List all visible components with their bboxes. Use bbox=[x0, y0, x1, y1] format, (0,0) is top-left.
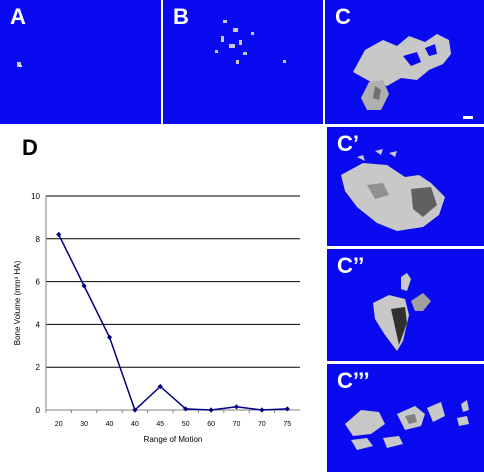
y-tick-label: 2 bbox=[36, 363, 41, 372]
x-tick-label: 45 bbox=[156, 421, 164, 428]
data-point bbox=[208, 407, 214, 413]
x-axis-title: Range of Motion bbox=[144, 435, 203, 444]
y-axis-title: Bone Volume (mm³ HA) bbox=[13, 260, 22, 345]
data-point bbox=[56, 231, 62, 238]
x-tick-label: 70 bbox=[258, 421, 266, 428]
data-point bbox=[132, 407, 138, 413]
data-point bbox=[81, 283, 87, 289]
y-tick-label: 4 bbox=[36, 320, 41, 329]
panel-c2-microct: C’’ bbox=[327, 249, 484, 361]
bone-volume-chart: 0 2 4 6 8 10 20 30 40 40 45 50 60 70 70 75 Range of Moti… bbox=[13, 192, 300, 444]
panel-a-label: A bbox=[10, 4, 26, 29]
y-tick-label: 0 bbox=[36, 406, 41, 415]
x-tick-label: 40 bbox=[131, 421, 139, 428]
panel-d-label: D bbox=[22, 135, 38, 160]
data-point bbox=[233, 404, 240, 410]
panel-c3-specimen bbox=[345, 400, 469, 450]
data-point bbox=[284, 406, 290, 412]
y-tick-label: 8 bbox=[36, 235, 41, 244]
x-tick-label: 75 bbox=[283, 421, 291, 428]
panel-c-label: C bbox=[335, 4, 351, 29]
data-point bbox=[259, 407, 265, 413]
x-tick-label: 70 bbox=[233, 421, 241, 428]
panel-a-microct: A bbox=[0, 0, 161, 124]
panel-c-microct: C bbox=[325, 0, 484, 124]
panel-b-specimen bbox=[215, 20, 286, 64]
x-tick-label: 20 bbox=[55, 421, 63, 428]
panel-c1-microct: C’ bbox=[327, 127, 484, 246]
data-point bbox=[157, 383, 163, 390]
panel-b-label: B bbox=[173, 4, 189, 29]
panel-c2-label: C’’ bbox=[337, 253, 365, 278]
y-tick-label: 6 bbox=[36, 278, 41, 287]
x-tick-label: 30 bbox=[80, 421, 88, 428]
panel-c2-specimen bbox=[373, 273, 431, 351]
y-tick-label: 10 bbox=[31, 192, 40, 201]
data-point bbox=[183, 406, 189, 412]
x-tick-label: 50 bbox=[182, 421, 190, 428]
x-tick-label: 40 bbox=[106, 421, 114, 428]
panel-a-specimen bbox=[17, 62, 22, 67]
x-tick-label: 60 bbox=[207, 421, 215, 428]
series-line bbox=[58, 234, 288, 412]
chart-d-area: D 0 2 4 6 8 10 20 30 40 40 45 50 60 70 70 75 Range of Mo… bbox=[0, 127, 325, 472]
panel-c3-microct: C’’’ bbox=[327, 364, 484, 472]
data-point bbox=[106, 334, 113, 340]
panel-c3-label: C’’’ bbox=[337, 368, 370, 393]
panel-b-microct: B bbox=[163, 0, 323, 124]
panel-c-specimen bbox=[353, 34, 473, 119]
panel-c1-label: C’ bbox=[337, 131, 359, 156]
panel-c1-specimen bbox=[341, 149, 445, 231]
